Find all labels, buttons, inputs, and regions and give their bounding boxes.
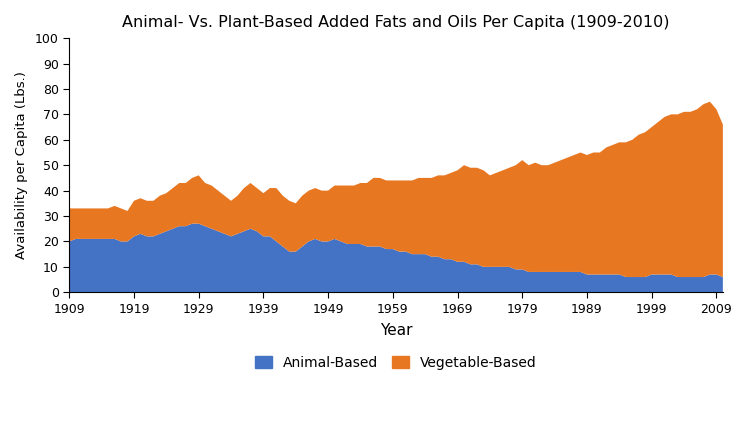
Legend: Animal-Based, Vegetable-Based: Animal-Based, Vegetable-Based	[250, 350, 542, 375]
X-axis label: Year: Year	[380, 323, 412, 338]
Title: Animal- Vs. Plant-Based Added Fats and Oils Per Capita (1909-2010): Animal- Vs. Plant-Based Added Fats and O…	[123, 15, 669, 30]
Y-axis label: Availability per Capita (Lbs.): Availability per Capita (Lbs.)	[15, 71, 28, 259]
